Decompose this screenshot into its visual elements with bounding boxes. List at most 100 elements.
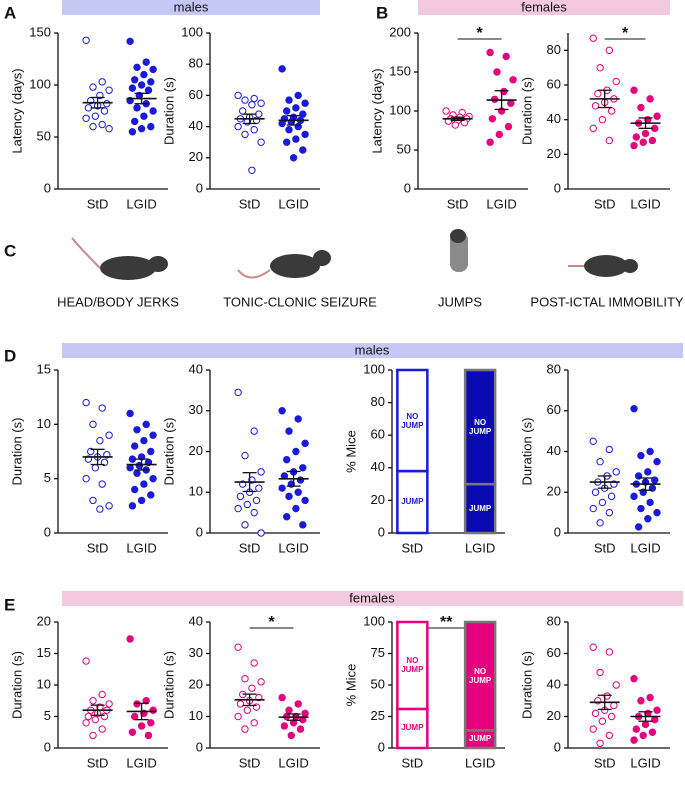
data-point (234, 388, 242, 397)
y-tick-label: 15 (37, 645, 51, 660)
data-point (486, 48, 494, 57)
data-point (509, 76, 517, 84)
behavior-label: JUMPS (438, 294, 482, 309)
data-point (589, 504, 597, 513)
data-point (257, 468, 265, 476)
data-point (98, 78, 106, 86)
bar-segment (396, 620, 429, 711)
y-tick-label: 0 (44, 524, 51, 539)
data-point (283, 513, 291, 521)
y-tick-label: 10 (189, 484, 203, 499)
data-point (103, 100, 111, 108)
data-point (241, 725, 249, 733)
data-point (301, 496, 309, 505)
data-point (294, 122, 302, 131)
data-point (605, 136, 614, 145)
data-point (89, 122, 97, 131)
data-point (250, 659, 258, 667)
data-point (142, 697, 150, 705)
y-tick-label: 50 (371, 676, 385, 691)
data-point (589, 34, 597, 42)
mouse (622, 259, 638, 273)
bar-segment (463, 620, 497, 732)
x-tick-label: StD (594, 196, 616, 211)
data-point (248, 101, 256, 109)
significance-label: * (268, 614, 275, 631)
data-point (142, 58, 150, 66)
segment-label: NO JUMP (469, 418, 492, 437)
x-tick-label: LGID (486, 196, 516, 211)
data-point (91, 112, 100, 120)
x-tick-label: LGID (278, 196, 308, 211)
data-point (598, 498, 607, 507)
data-point (591, 488, 600, 496)
data-point (131, 442, 139, 450)
y-tick-label: 20 (547, 146, 561, 161)
data-point (299, 464, 307, 472)
data-point (285, 706, 293, 714)
data-point (98, 120, 106, 129)
data-point (257, 529, 265, 537)
data-point (82, 114, 90, 122)
data-point (653, 508, 661, 517)
data-point (250, 719, 258, 727)
data-point (105, 700, 113, 708)
data-point (603, 692, 611, 700)
y-tick-label: 40 (189, 613, 203, 628)
y-tick-label: 60 (547, 76, 561, 91)
data-point (144, 86, 153, 94)
x-tick-label: LGID (630, 540, 660, 555)
x-tick-label: StD (239, 540, 261, 555)
data-point (98, 690, 106, 699)
y-tick-label: 80 (547, 361, 561, 376)
y-tick-label: 10 (189, 708, 203, 723)
data-point (607, 107, 616, 115)
tail (237, 269, 271, 279)
data-point (634, 523, 643, 531)
data-point (292, 504, 300, 513)
y-tick-label: 200 (389, 24, 411, 39)
data-point (630, 405, 638, 413)
data-point (283, 455, 291, 464)
data-point (250, 508, 258, 517)
data-point (296, 476, 305, 484)
banner (418, 0, 670, 15)
y-tick-label: 0 (44, 180, 51, 195)
data-point (589, 124, 597, 133)
panel-label: A (4, 3, 16, 22)
data-point (292, 135, 300, 143)
y-tick-label: 40 (189, 361, 203, 376)
data-point (137, 722, 146, 730)
data-point (100, 107, 109, 115)
x-tick-label: StD (594, 755, 616, 770)
data-point (280, 722, 289, 730)
x-tick-label: StD (239, 755, 261, 770)
data-point (637, 451, 645, 460)
segment-label-box: NO JUMP (401, 412, 423, 430)
data-point (252, 703, 261, 711)
data-point (128, 128, 137, 136)
mouse (450, 229, 466, 243)
data-point (128, 728, 137, 736)
data-point (100, 712, 109, 721)
data-point (105, 502, 113, 510)
data-point (630, 736, 638, 744)
data-point (630, 492, 638, 501)
y-tick-label: 20 (189, 443, 203, 458)
segment-label: JUMP (469, 734, 492, 744)
data-point (82, 36, 90, 44)
y-tick-label: 0 (196, 524, 203, 539)
data-point (591, 709, 600, 718)
data-point (236, 700, 245, 708)
y-tick-label: 20 (371, 492, 385, 507)
data-point (639, 138, 647, 146)
data-point (589, 643, 597, 651)
data-point (486, 138, 494, 146)
y-tick-label: 100 (29, 76, 51, 91)
data-point (82, 657, 90, 665)
data-point (644, 515, 652, 523)
y-tick-label: 80 (371, 394, 385, 409)
behavior-label: POST-ICTAL IMMOBILITY (530, 294, 683, 309)
data-point (248, 166, 256, 174)
data-point (241, 521, 249, 529)
